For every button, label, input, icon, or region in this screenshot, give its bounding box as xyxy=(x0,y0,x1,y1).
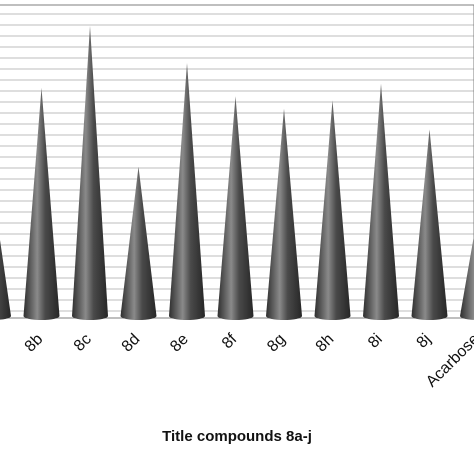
category-label: 8d xyxy=(119,331,144,356)
category-label: 8i xyxy=(365,331,386,352)
bar-8g xyxy=(266,108,302,321)
bar-cone xyxy=(314,100,351,320)
bar-acarbose xyxy=(460,235,474,320)
bar-8e xyxy=(169,63,205,320)
category-label: 8e xyxy=(167,331,192,356)
bar-8j xyxy=(411,129,448,320)
category-label: 8h xyxy=(313,331,338,356)
bar-8a xyxy=(0,239,11,320)
bar-8c xyxy=(72,25,108,320)
bar-cone xyxy=(411,129,448,320)
bar-cone xyxy=(460,235,474,320)
bar-cone xyxy=(23,87,60,320)
category-label: 8c xyxy=(71,331,95,355)
bar-8f xyxy=(217,96,254,320)
category-label: 8b xyxy=(22,331,47,356)
category-label: 8g xyxy=(264,331,289,356)
bar-8h xyxy=(314,100,351,320)
bar-8i xyxy=(363,83,399,320)
bar-cone xyxy=(0,239,11,320)
bar-cone xyxy=(169,63,205,320)
x-axis-title: Title compounds 8a-j xyxy=(162,428,312,445)
bar-8d xyxy=(120,166,157,320)
bars xyxy=(0,25,474,321)
bar-cone xyxy=(72,25,108,320)
bar-cone xyxy=(120,166,157,320)
bar-cone xyxy=(363,83,399,320)
bar-8b xyxy=(23,87,60,320)
bar-cone xyxy=(266,108,302,321)
category-labels: 8a8b8c8d8e8f8g8h8i8jAcarbose xyxy=(22,330,474,390)
category-label: 8j xyxy=(414,331,435,352)
bar-cone xyxy=(217,96,254,320)
category-label: 8f xyxy=(219,330,241,352)
